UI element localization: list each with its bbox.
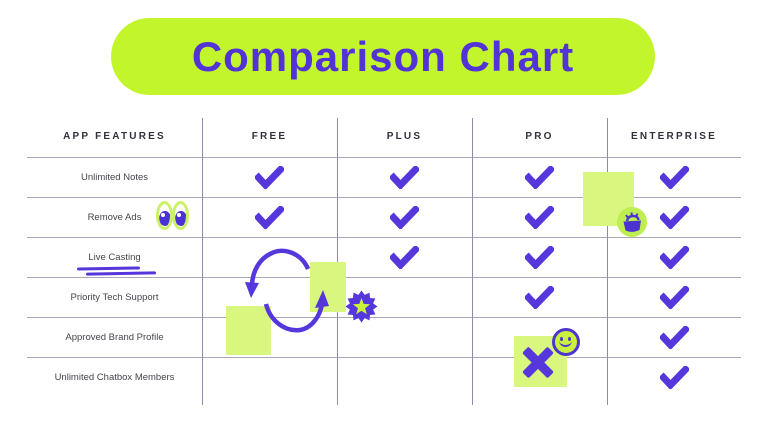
availability-cell	[472, 197, 607, 237]
check-icon	[390, 245, 419, 269]
availability-cell	[337, 197, 472, 237]
feature-label: Unlimited Chatbox Members	[54, 371, 175, 383]
page-title: Comparison Chart	[191, 32, 575, 80]
check-icon	[390, 165, 419, 189]
check-icon	[659, 285, 689, 309]
plan-header-plus: PLUS	[386, 130, 423, 142]
feature-label: Remove Ads	[87, 211, 142, 223]
column-divider	[337, 118, 338, 405]
feature-label: Live Casting	[88, 251, 141, 263]
row-divider	[27, 317, 741, 318]
availability-cell	[337, 357, 472, 397]
feature-label: Priority Tech Support	[70, 291, 159, 303]
column-divider	[607, 118, 608, 405]
availability-cell	[607, 357, 741, 397]
check-icon	[525, 205, 554, 229]
check-icon	[659, 325, 689, 349]
column-divider	[202, 118, 203, 405]
availability-cell	[607, 197, 741, 237]
row-divider	[27, 237, 741, 238]
row-divider	[27, 157, 741, 158]
smiley-sticker-icon	[552, 328, 580, 356]
basket-sticker-icon	[617, 207, 647, 237]
check-icon	[659, 365, 689, 389]
plan-header-free: FREE	[251, 130, 288, 142]
availability-cell	[337, 237, 472, 277]
eye-left	[156, 201, 173, 230]
x-mark-icon	[521, 346, 555, 379]
availability-cell	[472, 237, 607, 277]
column-divider	[472, 118, 473, 405]
check-icon	[390, 205, 419, 229]
availability-cell	[337, 157, 472, 197]
comparison-table: APP FEATURES FREE PLUS PRO ENTERPRISE Un…	[27, 115, 741, 397]
feature-label: Approved Brand Profile	[65, 331, 164, 343]
availability-cell	[202, 357, 337, 397]
availability-cell	[337, 317, 472, 357]
googly-eyes-icon	[156, 201, 189, 230]
cycle-arrows-icon	[245, 248, 329, 333]
row-divider	[27, 357, 741, 358]
feature-column-header: APP FEATURES	[63, 130, 166, 142]
title-pill: Comparison Chart	[111, 18, 655, 95]
check-icon	[525, 285, 554, 309]
check-icon	[659, 165, 689, 189]
check-icon	[255, 205, 284, 229]
availability-cell	[607, 157, 741, 197]
availability-cell	[202, 197, 337, 237]
availability-cell	[472, 277, 607, 317]
availability-cell	[607, 317, 741, 357]
row-divider	[27, 197, 741, 198]
eye-right	[172, 201, 189, 230]
availability-cell	[472, 157, 607, 197]
availability-cell	[607, 237, 741, 277]
check-icon	[525, 165, 554, 189]
check-icon	[255, 165, 284, 189]
starburst-icon	[345, 290, 378, 323]
availability-cell	[607, 277, 741, 317]
feature-label: Unlimited Notes	[80, 171, 149, 183]
availability-cell	[202, 157, 337, 197]
check-icon	[659, 205, 689, 229]
sticky-note	[226, 306, 271, 355]
check-icon	[525, 245, 554, 269]
plan-header-enterprise: ENTERPRISE	[631, 130, 717, 142]
row-divider	[27, 277, 741, 278]
plan-header-pro: PRO	[525, 130, 554, 142]
check-icon	[659, 245, 689, 269]
